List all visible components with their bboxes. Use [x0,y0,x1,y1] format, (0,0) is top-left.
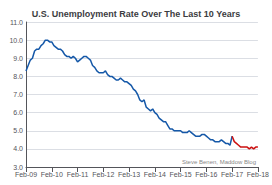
svg-text:Steve Benen, Maddow Blog: Steve Benen, Maddow Blog [182,159,256,165]
svg-text:3.0: 3.0 [13,164,23,171]
svg-text:Feb-14: Feb-14 [144,171,166,178]
svg-text:6.0: 6.0 [13,109,23,116]
svg-text:Feb-13: Feb-13 [118,171,140,178]
svg-text:Feb-11: Feb-11 [67,171,89,178]
svg-text:9.0: 9.0 [13,55,23,62]
svg-text:Feb-15: Feb-15 [170,171,192,178]
svg-text:8.0: 8.0 [13,73,23,80]
svg-text:Feb-17: Feb-17 [221,171,243,178]
svg-text:Feb-16: Feb-16 [195,171,217,178]
svg-text:4.0: 4.0 [13,145,23,152]
svg-text:Feb-12: Feb-12 [92,171,114,178]
svg-text:Feb-18: Feb-18 [247,171,269,178]
svg-text:U.S. Unemployment Rate Over Th: U.S. Unemployment Rate Over The Last 10 … [32,9,240,19]
svg-text:7.0: 7.0 [13,91,23,98]
svg-text:11.0: 11.0 [10,19,23,26]
svg-text:Feb-09: Feb-09 [15,171,37,178]
svg-text:Feb-10: Feb-10 [41,171,63,178]
svg-text:5.0: 5.0 [13,127,23,134]
svg-text:10.0: 10.0 [9,37,23,44]
